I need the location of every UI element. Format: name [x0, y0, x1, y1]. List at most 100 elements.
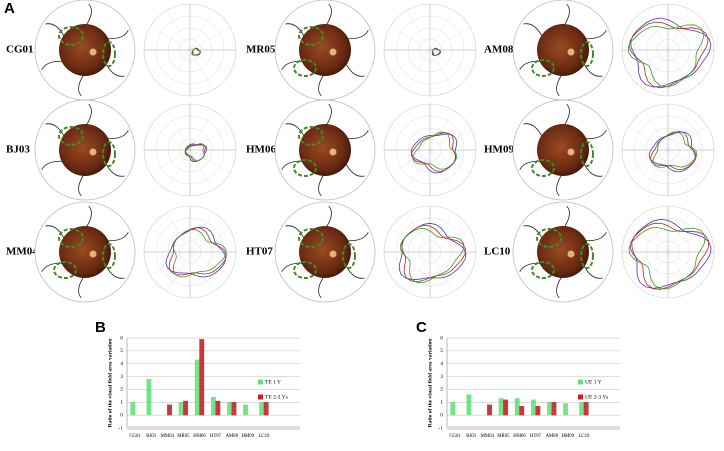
y-tick-label: 3 [440, 374, 443, 380]
field-meridian [189, 49, 230, 74]
y-tick-label: 2 [120, 387, 123, 393]
lesion-outline [58, 26, 84, 46]
lesion-outline [293, 59, 317, 77]
y-tick-label: 5 [120, 348, 123, 354]
case-cell: MM04 [6, 201, 237, 303]
field-meridian [429, 149, 454, 190]
lesion-outline [531, 261, 555, 279]
field-meridian [429, 49, 454, 90]
bar [215, 400, 221, 416]
case-label: MM04 [6, 246, 38, 258]
legend-label: UE 2-3 Ys [585, 394, 608, 400]
case-label: MR05 [246, 44, 276, 56]
case-cell: MR05 [246, 0, 477, 101]
case-label: HM09 [484, 144, 514, 156]
field-meridian [166, 110, 191, 151]
field-meridian [429, 251, 454, 292]
field-meridian [406, 212, 431, 253]
field-meridian [667, 212, 692, 253]
lesion-outline [580, 141, 594, 167]
field-meridian [667, 26, 708, 51]
field-meridian [166, 251, 191, 292]
x-tick-label: BJ03 [466, 434, 476, 439]
field-meridian [406, 251, 431, 292]
field-contour [631, 218, 712, 289]
field-contour [411, 132, 457, 172]
bar [146, 378, 152, 416]
lesion-outline [298, 228, 324, 248]
lesion-outline [580, 41, 594, 67]
field-meridian [667, 228, 708, 253]
y-tick-label: 0 [120, 412, 123, 418]
y-tick-label: 2 [440, 387, 443, 393]
field-meridian [667, 149, 708, 174]
lesion-outline [58, 126, 84, 146]
field-meridian [390, 228, 431, 253]
field-meridian [667, 49, 692, 90]
lesion-outline [293, 159, 317, 177]
x-tick-label: MR05 [497, 434, 510, 439]
bar [259, 402, 265, 416]
bar [498, 398, 504, 416]
field-meridian [429, 251, 470, 276]
field-meridian [390, 49, 431, 74]
bar [178, 402, 184, 416]
lesion-outline [298, 26, 324, 46]
field-contour [652, 131, 698, 168]
legend-swatch [578, 379, 583, 385]
x-tick-label: HT07 [210, 434, 222, 439]
y-tick-label: 4 [440, 361, 443, 367]
field-meridian [406, 49, 431, 90]
field-meridian [390, 149, 431, 174]
y-axis-label: Ratio of the visual field area variation [427, 339, 433, 428]
fundus [59, 226, 111, 278]
bar [535, 405, 541, 416]
bar [130, 402, 136, 416]
lesion-outline [53, 261, 77, 279]
field-contour [650, 130, 697, 171]
field-meridian [150, 228, 191, 253]
field-meridian [429, 10, 454, 51]
y-axis-label: Ratio of the visual field area variation [107, 339, 113, 428]
bar [466, 394, 472, 416]
field-meridian [628, 49, 669, 74]
field-meridian [406, 149, 431, 190]
y-tick-label: -1 [118, 425, 123, 431]
lesion-outline [531, 59, 555, 77]
field-contour [630, 17, 712, 88]
y-tick-label: -1 [438, 425, 443, 431]
panel-label: B [95, 319, 106, 336]
fundus [59, 124, 111, 176]
field-meridian [667, 149, 692, 190]
bar [583, 402, 589, 416]
bar [231, 402, 237, 416]
field-meridian [644, 251, 669, 292]
optic-disc [329, 148, 337, 156]
case-cell: HM06 [246, 99, 477, 201]
field-meridian [644, 49, 669, 90]
field-meridian [166, 10, 191, 51]
case-cell: AM08 [484, 0, 715, 101]
x-tick-label: LC10 [578, 434, 590, 439]
field-contour [412, 131, 458, 170]
optic-disc [89, 148, 97, 156]
field-contour [168, 227, 227, 276]
y-tick-label: 5 [440, 348, 443, 354]
x-tick-label: CG01 [449, 434, 461, 439]
field-meridian [644, 149, 669, 190]
bar [547, 402, 552, 416]
field-meridian [406, 10, 431, 51]
x-tick-label: HM06 [513, 434, 526, 439]
field-meridian [429, 149, 470, 174]
lesion-outline [580, 243, 594, 269]
lesion-outline [102, 243, 116, 269]
bar [487, 404, 492, 416]
optic-disc [89, 48, 97, 56]
legend-swatch [578, 394, 583, 400]
field-meridian [166, 212, 191, 253]
field-meridian [429, 49, 470, 74]
bar [243, 404, 248, 416]
y-tick-label: 3 [120, 374, 123, 380]
field-meridian [189, 110, 214, 151]
field-meridian [628, 126, 669, 151]
